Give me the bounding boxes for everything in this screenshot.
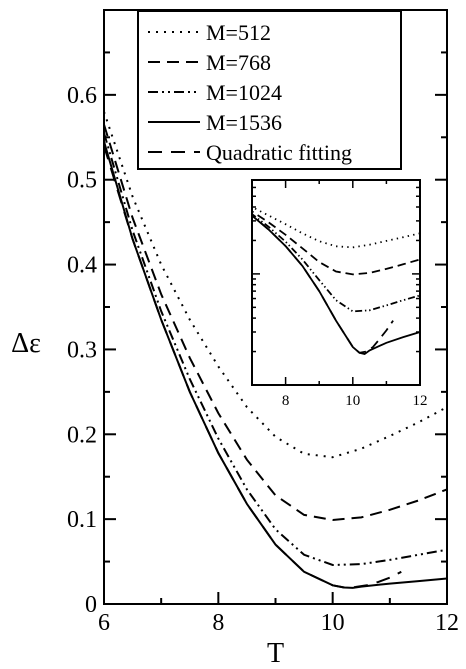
main-plot: 6 8 10 12 0 0.1 0.2 0.3 0.4 0.5 0.6 T Δε <box>11 9 459 669</box>
legend-label-0: M=512 <box>206 20 271 45</box>
legend-label-2: M=1024 <box>206 80 282 105</box>
x-tick-label: 8 <box>212 610 224 636</box>
x-tick-label: 12 <box>435 610 459 636</box>
y-tick-label: 0.1 <box>67 507 97 533</box>
x-tick-label: 6 <box>98 610 110 636</box>
y-tick-label: 0 <box>85 592 97 618</box>
legend-box <box>137 10 402 170</box>
y-tick-label: 0.6 <box>67 83 97 109</box>
inset-series-line-2 <box>252 213 420 313</box>
inset-x-tick-label: 10 <box>345 393 360 409</box>
y-axis-title: Δε <box>11 328 41 359</box>
inset-series-line-0 <box>252 205 420 249</box>
x-axis-title: T <box>267 638 284 669</box>
y-tick-label: 0.3 <box>67 337 97 363</box>
series-line-4 <box>103 145 402 589</box>
y-tick-label: 0.2 <box>67 422 97 448</box>
series-line-2 <box>103 132 448 567</box>
inset-background <box>252 180 420 385</box>
series-line-1 <box>103 124 448 522</box>
y-tick-label: 0.5 <box>67 168 97 194</box>
inset-series-line-1 <box>252 210 420 276</box>
inset-series-line-3 <box>252 214 420 355</box>
legend: M=512 M=768 M=1024 M=1536 Quadratic fitting <box>137 10 402 170</box>
legend-label-1: M=768 <box>206 50 271 75</box>
inset-plot: 8 10 12 <box>251 179 428 409</box>
inset-x-tick-label: 8 <box>282 393 290 409</box>
x-tick-label: 10 <box>321 610 345 636</box>
inset-x-tick-label: 12 <box>413 393 428 409</box>
legend-label-4: Quadratic fitting <box>206 140 352 165</box>
inset-frame <box>251 179 421 386</box>
y-tick-label: 0.4 <box>67 253 97 279</box>
legend-label-3: M=1536 <box>206 110 282 135</box>
inset-curves <box>252 205 420 355</box>
